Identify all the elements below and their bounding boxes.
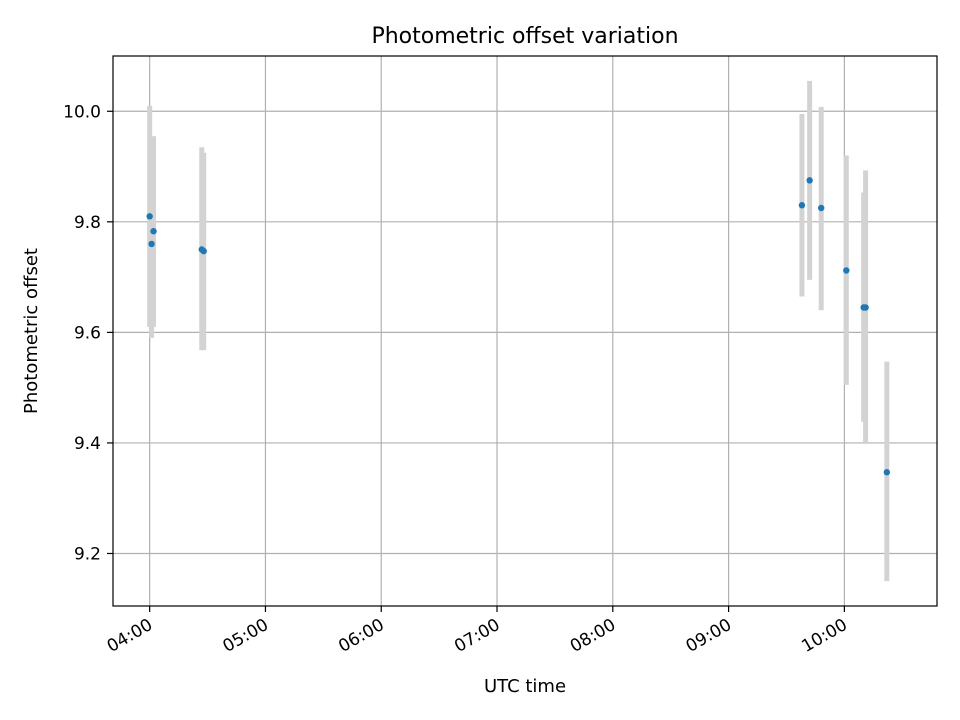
y-axis: 9.2 9.4 9.6 9.8 10.0 — [63, 102, 113, 564]
y-tick-label: 9.6 — [74, 323, 101, 343]
data-point — [862, 304, 869, 311]
x-axis-label: UTC time — [484, 676, 566, 697]
plot-frame — [112, 55, 938, 607]
y-tick-label: 9.4 — [74, 434, 101, 454]
data-point — [148, 240, 155, 248]
data-point — [806, 177, 813, 184]
data-point — [200, 247, 207, 255]
chart-title: Photometric offset variation — [371, 24, 678, 49]
data-points — [146, 177, 891, 476]
data-point — [843, 267, 850, 274]
y-tick-label: 10.0 — [63, 102, 101, 122]
grid — [113, 56, 937, 606]
y-tick-label: 9.8 — [74, 213, 101, 233]
data-point — [818, 204, 825, 212]
data-point — [146, 213, 153, 220]
data-point — [798, 202, 806, 209]
y-tick-label: 9.2 — [74, 544, 101, 564]
y-axis-label: Photometric offset — [21, 248, 42, 414]
data-point — [150, 228, 157, 235]
data-point — [883, 469, 891, 476]
